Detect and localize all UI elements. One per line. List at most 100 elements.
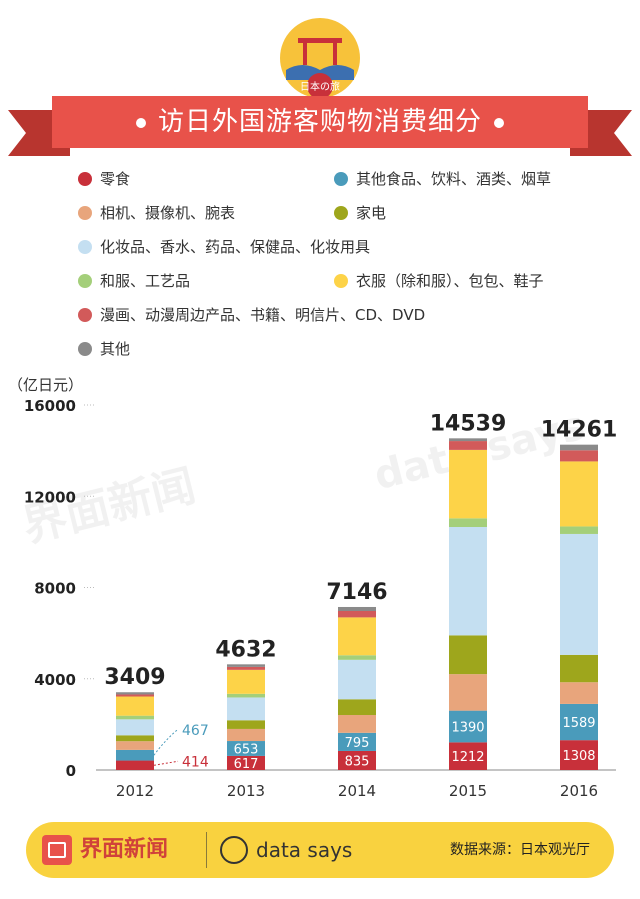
legend-swatch — [78, 172, 92, 186]
legend-swatch — [78, 342, 92, 356]
legend-label: 其他食品、饮料、酒类、烟草 — [356, 170, 552, 188]
bar-segment — [227, 720, 265, 729]
legend-item: 化妆品、香水、药品、保健品、化妆用具 — [78, 238, 370, 256]
x-tick-label: 2014 — [338, 782, 376, 800]
bar-segment — [338, 732, 376, 751]
bar-segment — [338, 659, 376, 700]
legend-item: 漫画、动漫周边产品、书籍、明信片、CD、DVD — [78, 306, 425, 324]
legend-item: 相机、摄像机、腕表 — [78, 204, 235, 222]
bar-segment — [560, 526, 598, 534]
legend-item: 和服、工艺品 — [78, 272, 190, 290]
legend-item: 零食 — [78, 170, 130, 188]
segment-value-label: 467 — [182, 723, 209, 739]
bar-segment — [449, 710, 487, 743]
bar-segment — [449, 449, 487, 519]
legend-label: 化妆品、香水、药品、保健品、化妆用具 — [100, 238, 371, 256]
legend-swatch — [334, 172, 348, 186]
legend-label: 其他 — [100, 340, 131, 358]
bar-total-label: 3409 — [104, 665, 165, 690]
segment-value-label: 617 — [234, 757, 259, 772]
legend-label: 相机、摄像机、腕表 — [100, 204, 236, 222]
bar-segment — [338, 699, 376, 716]
bar-segment — [227, 693, 265, 698]
stacked-bar-chart: （亿日元） 0 4000 8000 12000 16000 467 414 3409 2012 61… — [8, 376, 618, 800]
bar-segment — [449, 518, 487, 528]
bar-segment — [338, 606, 376, 611]
bar-segment — [560, 461, 598, 527]
bar-segment — [560, 533, 598, 655]
y-tick-label: 4000 — [34, 671, 76, 689]
legend-swatch — [78, 240, 92, 254]
data-says-logo-icon — [220, 836, 248, 864]
segment-value-label: 1308 — [562, 749, 595, 764]
segment-value-label: 1390 — [451, 720, 484, 735]
page-title: 访日外国游客购物消费细分 — [52, 96, 588, 148]
bar-segment — [116, 696, 154, 716]
bar-segment — [116, 749, 154, 761]
footer-brand: 界面新闻 — [80, 837, 169, 862]
segment-value-label: 1212 — [451, 750, 484, 765]
torii-gate-icon — [298, 38, 342, 43]
segment-value-label: 1589 — [562, 716, 595, 731]
legend-label: 零食 — [100, 170, 131, 188]
japan-trip-badge: 日本の旅 — [280, 18, 360, 99]
footer-data-says: data says — [256, 838, 353, 862]
y-unit-label: （亿日元） — [8, 376, 83, 394]
x-tick-label: 2015 — [449, 782, 487, 800]
footer-source: 数据来源：日本观光厅 — [450, 842, 590, 858]
footer-divider — [206, 832, 207, 868]
y-tick-label: 16000 — [24, 397, 76, 415]
bar-segment — [449, 527, 487, 636]
legend-label: 漫画、动漫周边产品、书籍、明信片、CD、DVD — [100, 306, 426, 324]
bar-segment — [116, 735, 154, 742]
bar-segment — [560, 450, 598, 462]
bar-segment — [227, 664, 265, 667]
y-tick-label: 12000 — [24, 488, 76, 506]
bar-segment — [560, 444, 598, 451]
y-tick-label: 0 — [66, 762, 76, 780]
legend-label: 衣服（除和服）、包包、鞋子 — [356, 272, 544, 290]
segment-value-label: 835 — [345, 754, 370, 769]
badge-text: 日本の旅 — [300, 80, 340, 93]
callout-line — [153, 760, 179, 766]
segment-value-label: 795 — [345, 736, 370, 751]
bar-segment — [560, 740, 598, 770]
bar-segment — [227, 728, 265, 742]
bar-segment — [449, 635, 487, 675]
legend-item: 衣服（除和服）、包包、鞋子 — [334, 272, 544, 290]
bar-segment — [227, 697, 265, 721]
legend-swatch — [78, 274, 92, 288]
y-tick-label: 8000 — [34, 580, 76, 598]
bar-segment — [560, 654, 598, 683]
wave-icon — [286, 65, 354, 80]
x-tick-label: 2013 — [227, 782, 265, 800]
bar-segment — [116, 694, 154, 697]
bar-segment — [116, 692, 154, 695]
legend-swatch — [334, 274, 348, 288]
bar-segment — [116, 715, 154, 720]
bar-total-label: 14261 — [541, 418, 618, 443]
callout-line — [153, 728, 179, 756]
bar-segment — [338, 655, 376, 660]
x-tick-label: 2016 — [560, 782, 598, 800]
bar-segment — [227, 666, 265, 670]
bar-segment — [116, 741, 154, 750]
bar-segment — [338, 610, 376, 618]
legend-swatch — [334, 206, 348, 220]
bar-total-label: 14539 — [430, 411, 507, 436]
bar-segment — [560, 703, 598, 741]
legend-swatch — [78, 308, 92, 322]
jiemian-logo-icon — [42, 835, 72, 865]
bar-segment — [338, 750, 376, 770]
title-ribbon: 访日外国游客购物消费细分 — [0, 96, 640, 160]
segment-value-label: 653 — [234, 742, 259, 757]
bar-total-label: 4632 — [215, 637, 276, 662]
legend-item: 其他 — [78, 340, 130, 358]
bar-segment — [449, 441, 487, 450]
bar-segment — [560, 682, 598, 704]
legend-item: 其他食品、饮料、酒类、烟草 — [334, 170, 551, 188]
bar-segment — [116, 719, 154, 736]
bar-segment — [449, 438, 487, 442]
legend-swatch — [78, 206, 92, 220]
legend-label: 和服、工艺品 — [100, 272, 191, 290]
